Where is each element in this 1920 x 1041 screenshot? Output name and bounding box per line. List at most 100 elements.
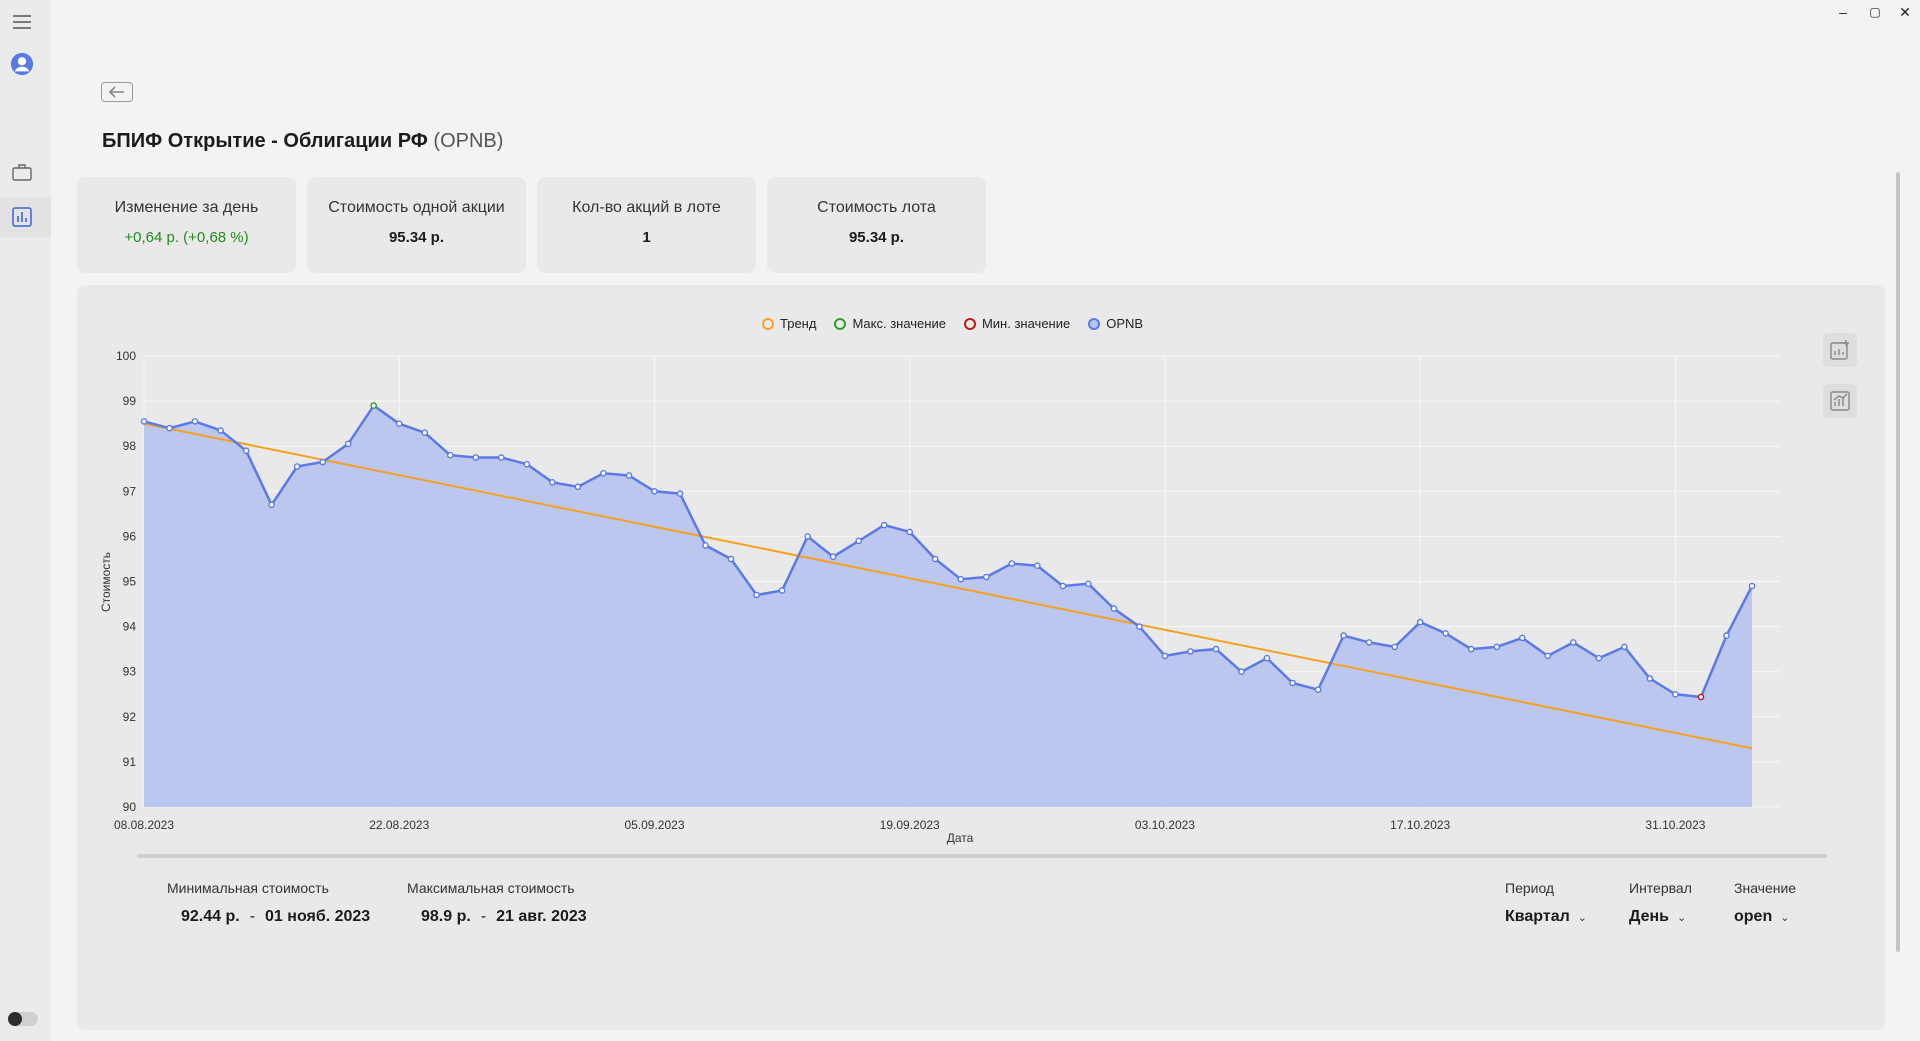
fund-ticker: (OPNB) xyxy=(433,130,504,152)
y-tick-label: 96 xyxy=(123,529,137,543)
x-tick-label: 03.10.2023 xyxy=(1135,818,1195,832)
x-tick-label: 08.08.2023 xyxy=(114,818,174,832)
card-lot-price: Стоимость лота 95.34 р. xyxy=(767,177,986,273)
chart-legend: Тренд Макс. значение Мин. значение OPNB xyxy=(762,316,1143,331)
data-point xyxy=(472,454,480,461)
min-point xyxy=(1697,693,1705,701)
card-day-change: Изменение за день +0,64 р. (+0,68 %) xyxy=(77,177,296,273)
max-point xyxy=(370,402,378,409)
y-tick-label: 98 xyxy=(123,439,137,453)
data-point xyxy=(166,424,173,432)
period-select[interactable]: Квартал ⌄ xyxy=(1505,908,1587,925)
data-point xyxy=(1570,639,1577,646)
data-point xyxy=(344,440,352,448)
data-point xyxy=(1008,560,1016,567)
chart-bars-icon xyxy=(1830,391,1850,411)
data-point xyxy=(1723,632,1730,639)
card-label: Стоимость одной акции xyxy=(328,199,505,216)
card-label: Кол-во акций в лоте xyxy=(572,199,721,216)
data-point xyxy=(1365,639,1373,646)
legend-max[interactable]: Макс. значение xyxy=(834,316,946,331)
chevron-down-icon: ⌄ xyxy=(1677,911,1687,924)
page-title: БПИФ Открытие - Облигации РФ (OPNB) xyxy=(102,130,503,153)
data-point xyxy=(1391,643,1398,651)
data-point xyxy=(293,463,301,470)
min-price-label: Минимальная стоимость xyxy=(167,880,329,896)
data-point xyxy=(1442,630,1449,637)
legend-trend[interactable]: Тренд xyxy=(762,316,816,331)
data-point xyxy=(242,447,250,455)
user-profile-icon[interactable] xyxy=(10,52,34,76)
y-tick-label: 100 xyxy=(116,349,136,363)
card-label: Изменение за день xyxy=(114,199,259,216)
data-point xyxy=(497,454,505,461)
legend-series[interactable]: OPNB xyxy=(1088,316,1143,331)
data-point xyxy=(1621,643,1628,651)
data-point xyxy=(319,458,327,466)
data-point xyxy=(1085,580,1092,588)
period-label: Период xyxy=(1505,880,1555,896)
chart-range-slider[interactable] xyxy=(137,854,1827,858)
data-point xyxy=(1238,668,1245,676)
data-point xyxy=(1212,645,1220,653)
data-point xyxy=(1161,652,1169,660)
y-tick-label: 93 xyxy=(123,665,137,679)
data-point xyxy=(600,469,607,477)
theme-toggle[interactable] xyxy=(8,1012,38,1026)
data-point xyxy=(727,555,735,563)
trend-line xyxy=(143,422,1753,750)
data-point xyxy=(1059,582,1067,590)
data-point xyxy=(625,472,633,479)
maximize-button[interactable]: ▢ xyxy=(1869,5,1881,19)
data-point xyxy=(778,587,786,594)
card-value: 95.34 р. xyxy=(388,229,445,246)
chevron-down-icon: ⌄ xyxy=(1577,911,1587,924)
data-point xyxy=(1544,652,1552,660)
data-point xyxy=(906,528,914,536)
data-point xyxy=(1314,686,1322,694)
briefcase-icon[interactable] xyxy=(10,160,34,184)
data-point xyxy=(829,553,837,561)
data-point xyxy=(140,418,148,425)
chart-nav-icon[interactable] xyxy=(10,205,34,229)
legend-min[interactable]: Мин. значение xyxy=(963,316,1070,331)
y-tick-label: 91 xyxy=(123,755,137,769)
y-tick-label: 99 xyxy=(123,394,137,408)
data-point xyxy=(1672,691,1679,698)
chevron-down-icon: ⌄ xyxy=(1780,911,1790,924)
max-price-value: 98.9 р. -21 авг. 2023 xyxy=(421,908,587,925)
chart-type-button[interactable] xyxy=(1823,384,1857,418)
data-point xyxy=(1110,605,1118,612)
data-point xyxy=(1340,632,1347,639)
data-point xyxy=(421,429,429,437)
interval-select[interactable]: День ⌄ xyxy=(1629,908,1687,925)
data-point xyxy=(1416,618,1424,626)
page-scrollbar[interactable] xyxy=(1896,172,1900,952)
toggle-knob xyxy=(8,1012,22,1026)
x-tick-label: 22.08.2023 xyxy=(369,818,429,832)
data-point xyxy=(702,542,709,549)
y-axis-title: Стоимость xyxy=(99,552,113,612)
data-point xyxy=(217,427,224,434)
data-point xyxy=(880,521,888,529)
y-tick-label: 97 xyxy=(123,484,137,498)
card-value: 95.34 р. xyxy=(848,229,905,246)
data-point xyxy=(1289,679,1296,687)
y-tick-label: 90 xyxy=(123,800,137,814)
data-point xyxy=(523,460,531,468)
data-point xyxy=(1595,654,1603,662)
hamburger-menu-icon[interactable] xyxy=(10,10,34,34)
card-share-price: Стоимость одной акции 95.34 р. xyxy=(307,177,526,273)
add-chart-button[interactable] xyxy=(1823,333,1857,367)
back-button[interactable] xyxy=(101,82,133,102)
x-axis-title: Дата xyxy=(947,831,974,845)
y-tick-label: 95 xyxy=(123,575,137,589)
data-point xyxy=(549,478,556,486)
data-point xyxy=(1136,623,1143,630)
x-tick-label: 31.10.2023 xyxy=(1645,818,1705,832)
data-point xyxy=(446,451,454,459)
minimize-button[interactable]: – xyxy=(1839,4,1847,20)
close-button[interactable]: ✕ xyxy=(1899,3,1911,20)
value-select[interactable]: open ⌄ xyxy=(1734,908,1790,925)
